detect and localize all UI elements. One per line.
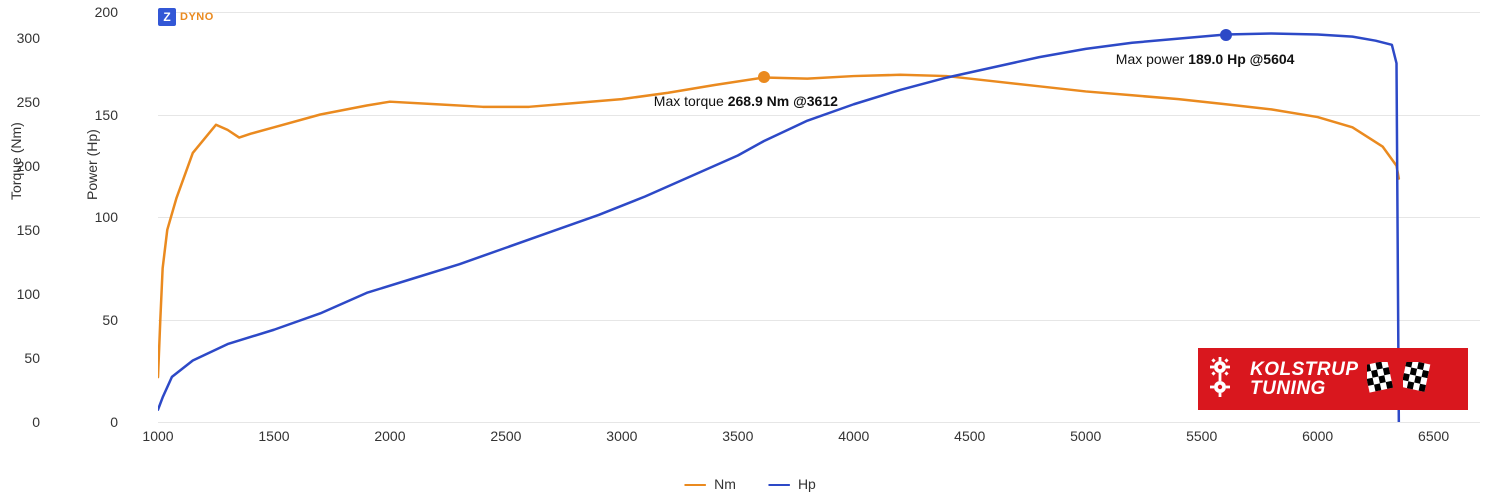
brand-badge: KOLSTRUP TUNING	[1198, 348, 1468, 410]
max-power-marker	[1220, 29, 1232, 41]
dyno-chart: Torque (Nm) Power (Hp) 05010015020025030…	[0, 0, 1500, 500]
dyno-logo: Z DYNO	[158, 8, 214, 26]
dyno-logo-icon: Z	[158, 8, 176, 26]
legend-label-nm: Nm	[714, 476, 736, 492]
brand-text: KOLSTRUP TUNING	[1250, 360, 1359, 398]
legend-label-hp: Hp	[798, 476, 816, 492]
gear-icon-group	[1208, 355, 1242, 404]
legend-item-hp: Hp	[768, 476, 816, 492]
checkered-flag-icon	[1403, 362, 1431, 396]
annotation-prefix: Max power	[1116, 51, 1188, 67]
annotation-prefix: Max torque	[654, 93, 728, 109]
annotation-value: 189.0 Hp @5604	[1188, 51, 1294, 67]
checkered-flag-icon	[1367, 362, 1395, 396]
max-torque-marker	[758, 71, 770, 83]
brand-text-line2: TUNING	[1250, 379, 1359, 398]
max-power-annotation: Max power 189.0 Hp @5604	[1116, 51, 1295, 67]
brand-text-line1: KOLSTRUP	[1250, 360, 1359, 379]
dyno-logo-text: DYNO	[180, 11, 214, 23]
gear-icon	[1208, 355, 1242, 399]
legend-item-nm: Nm	[684, 476, 736, 492]
max-torque-annotation: Max torque 268.9 Nm @3612	[654, 93, 838, 109]
legend-swatch-nm	[684, 484, 706, 486]
y-axis-label-power: Power (Hp)	[84, 129, 100, 200]
legend-swatch-hp	[768, 484, 790, 486]
legend: Nm Hp	[684, 476, 816, 492]
annotation-value: 268.9 Nm @3612	[728, 93, 838, 109]
